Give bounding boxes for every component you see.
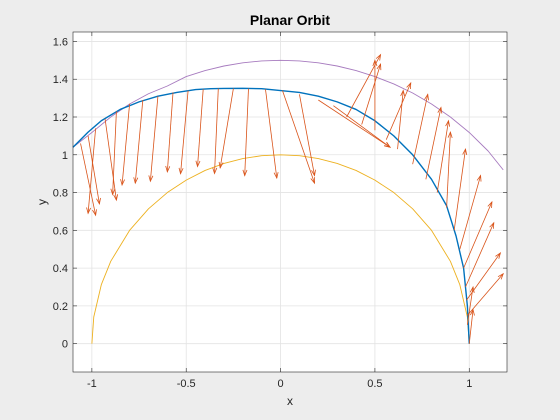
velocity-arrow <box>397 89 406 150</box>
velocity-arrow <box>346 53 382 118</box>
x-tick-label: 1 <box>466 378 472 390</box>
velocity-arrow <box>212 88 219 175</box>
velocity-arrow <box>282 90 316 185</box>
y-tick-label: 1.4 <box>53 74 68 86</box>
velocity-arrow <box>318 99 391 148</box>
velocity-arrow <box>463 200 493 269</box>
velocity-arrow <box>104 118 119 202</box>
velocity-arrow <box>425 106 443 180</box>
y-tick-label: 0 <box>62 339 68 351</box>
velocity-arrow <box>120 103 131 187</box>
velocity-arrow <box>133 99 144 185</box>
x-tick-label: 0 <box>278 378 284 390</box>
velocity-arrow <box>385 81 412 140</box>
y-tick-label: 1 <box>62 150 68 162</box>
y-tick-label: 1.2 <box>53 112 68 124</box>
velocity-arrow <box>299 94 316 177</box>
axes-box <box>72 31 508 373</box>
velocity-arrow <box>453 147 468 231</box>
axes-background <box>73 32 507 372</box>
velocity-arrow <box>446 130 453 208</box>
velocity-arrow <box>242 88 249 177</box>
velocity-arrow <box>165 92 174 173</box>
x-tick-label: 0.5 <box>367 378 382 390</box>
velocity-arrow <box>87 135 101 206</box>
ticks: -1 -0.5 0 0.5 1 0 0.2 0.4 0.6 0.8 1 1.2 1.4 1.6 <box>53 32 507 390</box>
velocity-arrow <box>459 174 482 250</box>
velocity-arrow <box>467 272 504 316</box>
velocity-arrow <box>80 143 97 217</box>
x-axis-label: x <box>287 394 293 408</box>
velocity-arrow <box>178 90 189 175</box>
velocity-arrow <box>110 111 117 196</box>
grid <box>73 32 507 372</box>
velocity-arrow <box>468 308 475 344</box>
y-tick-label: 1.6 <box>53 36 68 48</box>
velocity-arrow <box>466 285 475 325</box>
velocity-arrow <box>436 119 451 193</box>
velocity-arrow <box>361 62 382 125</box>
velocity-arrow <box>218 88 234 169</box>
outer-circle-line <box>72 59 504 171</box>
velocity-arrow <box>265 89 279 180</box>
x-tick-label: -1 <box>87 378 97 390</box>
y-tick-label: 0.4 <box>53 263 68 275</box>
velocity-arrow <box>86 128 97 215</box>
velocity-arrow <box>148 96 159 183</box>
y-tick-label: 0.6 <box>53 225 68 237</box>
y-tick-label: 0.8 <box>53 188 68 200</box>
orbit-line <box>72 87 470 344</box>
velocity-arrow <box>466 252 502 301</box>
velocity-arrow <box>412 93 429 165</box>
y-tick-label: 0.2 <box>53 301 68 313</box>
plot-area <box>72 53 504 344</box>
velocity-arrow <box>372 59 378 131</box>
velocity-arrow <box>195 89 204 168</box>
chart-title: Planar Orbit <box>250 12 330 28</box>
inner-circle-line <box>91 154 470 344</box>
x-tick-label: -0.5 <box>177 378 196 390</box>
y-axis-label: y <box>35 199 49 205</box>
velocity-arrow <box>465 221 495 288</box>
